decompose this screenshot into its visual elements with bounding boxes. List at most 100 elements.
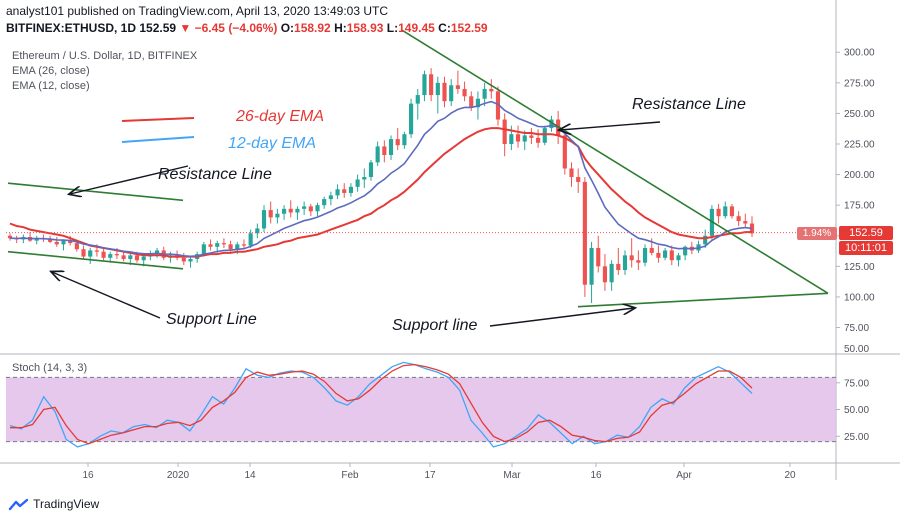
tradingview-brand: TradingView <box>33 497 100 511</box>
last-price: 152.59 <box>139 21 177 35</box>
symbol-ohlc-line: BITFINEX:ETHUSD, 1D 152.59 ▼ −6.45 (−4.0… <box>6 21 488 35</box>
candle-body <box>335 189 340 196</box>
candle-body <box>569 168 574 178</box>
candle-body <box>375 146 380 163</box>
stoch-pane: 25.00 50.00 75.00 <box>6 361 869 448</box>
time-axis-label: Feb <box>341 470 359 481</box>
candle-body <box>589 248 594 285</box>
low-value: 149.45 <box>398 21 435 35</box>
candle-body <box>629 255 634 261</box>
candle-body <box>81 249 86 257</box>
candle-body <box>522 135 527 142</box>
candle-body <box>315 205 320 212</box>
stoch-axis-label: 25.00 <box>844 432 869 443</box>
stoch-band <box>6 377 836 442</box>
candle-body <box>388 139 394 156</box>
candle-body <box>322 199 327 206</box>
candle-body <box>449 85 454 102</box>
tradingview-footer[interactable]: TradingView <box>8 497 99 512</box>
candle-body <box>228 244 233 250</box>
candle-body <box>683 246 688 256</box>
candle-body <box>529 135 534 138</box>
left-resistance-trendline <box>7 182 184 202</box>
candle-body <box>348 186 353 193</box>
candle-body <box>295 208 300 213</box>
price-axis-label: 125.00 <box>844 262 875 273</box>
arrow-resistance-left <box>70 165 189 194</box>
candle-body <box>61 240 66 245</box>
price-axis-label: 300.00 <box>844 48 875 59</box>
last-price-badge: 152.59 <box>839 226 893 240</box>
candle-body <box>221 243 226 245</box>
price-axis-label: 175.00 <box>844 201 875 212</box>
time-axis-label: Apr <box>676 470 692 481</box>
candle-body <box>549 119 554 129</box>
candle-body <box>281 208 287 214</box>
candle-body <box>475 98 481 108</box>
ema26-line <box>9 127 752 258</box>
candle-body <box>101 251 106 258</box>
candle-body <box>596 248 601 267</box>
candle-body <box>749 223 755 234</box>
arrow-resistance-right <box>560 121 661 130</box>
candle-body <box>328 195 333 200</box>
candle-body <box>703 235 708 245</box>
candle-body <box>261 210 267 229</box>
candle-body <box>582 181 587 285</box>
price-axis-label: 250.00 <box>844 109 875 120</box>
candle-body <box>201 244 206 255</box>
candle-body <box>576 177 581 182</box>
left-support-trendline <box>7 250 184 270</box>
candle-body <box>68 240 73 244</box>
candle-body <box>562 135 567 169</box>
candle-body <box>108 254 113 258</box>
annotation-resistance-left: Resistance Line <box>158 166 272 183</box>
candle-body <box>663 250 668 258</box>
countdown-badge: 10:11:01 <box>839 241 893 255</box>
open-label: O: <box>280 21 295 35</box>
annotation-support-right: Support line <box>392 317 478 334</box>
candle-body <box>536 137 541 143</box>
candle-body <box>134 255 140 261</box>
candle-body <box>94 250 99 252</box>
candle-body <box>622 255 628 271</box>
ema26-swatch <box>121 117 195 122</box>
candle-body <box>48 239 53 242</box>
time-axis-label: 16 <box>82 470 94 481</box>
arrow-support-right <box>489 308 634 327</box>
high-value: 158.93 <box>346 21 384 35</box>
candle-body <box>74 243 79 250</box>
legend-ema26: EMA (26, close) <box>12 65 90 77</box>
candle-body <box>723 206 728 217</box>
candle-body <box>288 208 293 213</box>
time-axis-label: 14 <box>244 470 256 481</box>
change-percent-badge: 1.94% <box>797 227 837 240</box>
candle-body <box>88 250 93 257</box>
candle-body <box>656 252 661 258</box>
candle-body <box>636 260 641 263</box>
candle-body <box>7 235 13 239</box>
legend-title: Ethereum / U.S. Dollar, 1D, BITFINEX <box>12 50 198 62</box>
legend-ema12: EMA (12, close) <box>12 80 90 92</box>
low-label: L: <box>386 21 399 35</box>
candle-body <box>435 82 440 96</box>
candle-body <box>268 210 273 218</box>
candle-body <box>215 243 220 247</box>
candle-body <box>642 248 648 263</box>
candle-body <box>482 88 487 99</box>
right-support-trendline <box>577 292 829 308</box>
candle-body <box>462 88 467 97</box>
candle-body <box>542 128 547 143</box>
candle-body <box>141 256 146 261</box>
price-axis-label: 100.00 <box>844 292 875 303</box>
candle-body <box>616 263 621 271</box>
candle-body <box>609 263 614 283</box>
candle-body <box>429 74 434 96</box>
price-axis-label: 75.00 <box>844 323 869 334</box>
candle-body <box>602 266 608 283</box>
candle-body <box>342 189 347 193</box>
candle-body <box>275 213 280 218</box>
candle-body <box>442 82 447 102</box>
candle-body <box>515 134 521 142</box>
